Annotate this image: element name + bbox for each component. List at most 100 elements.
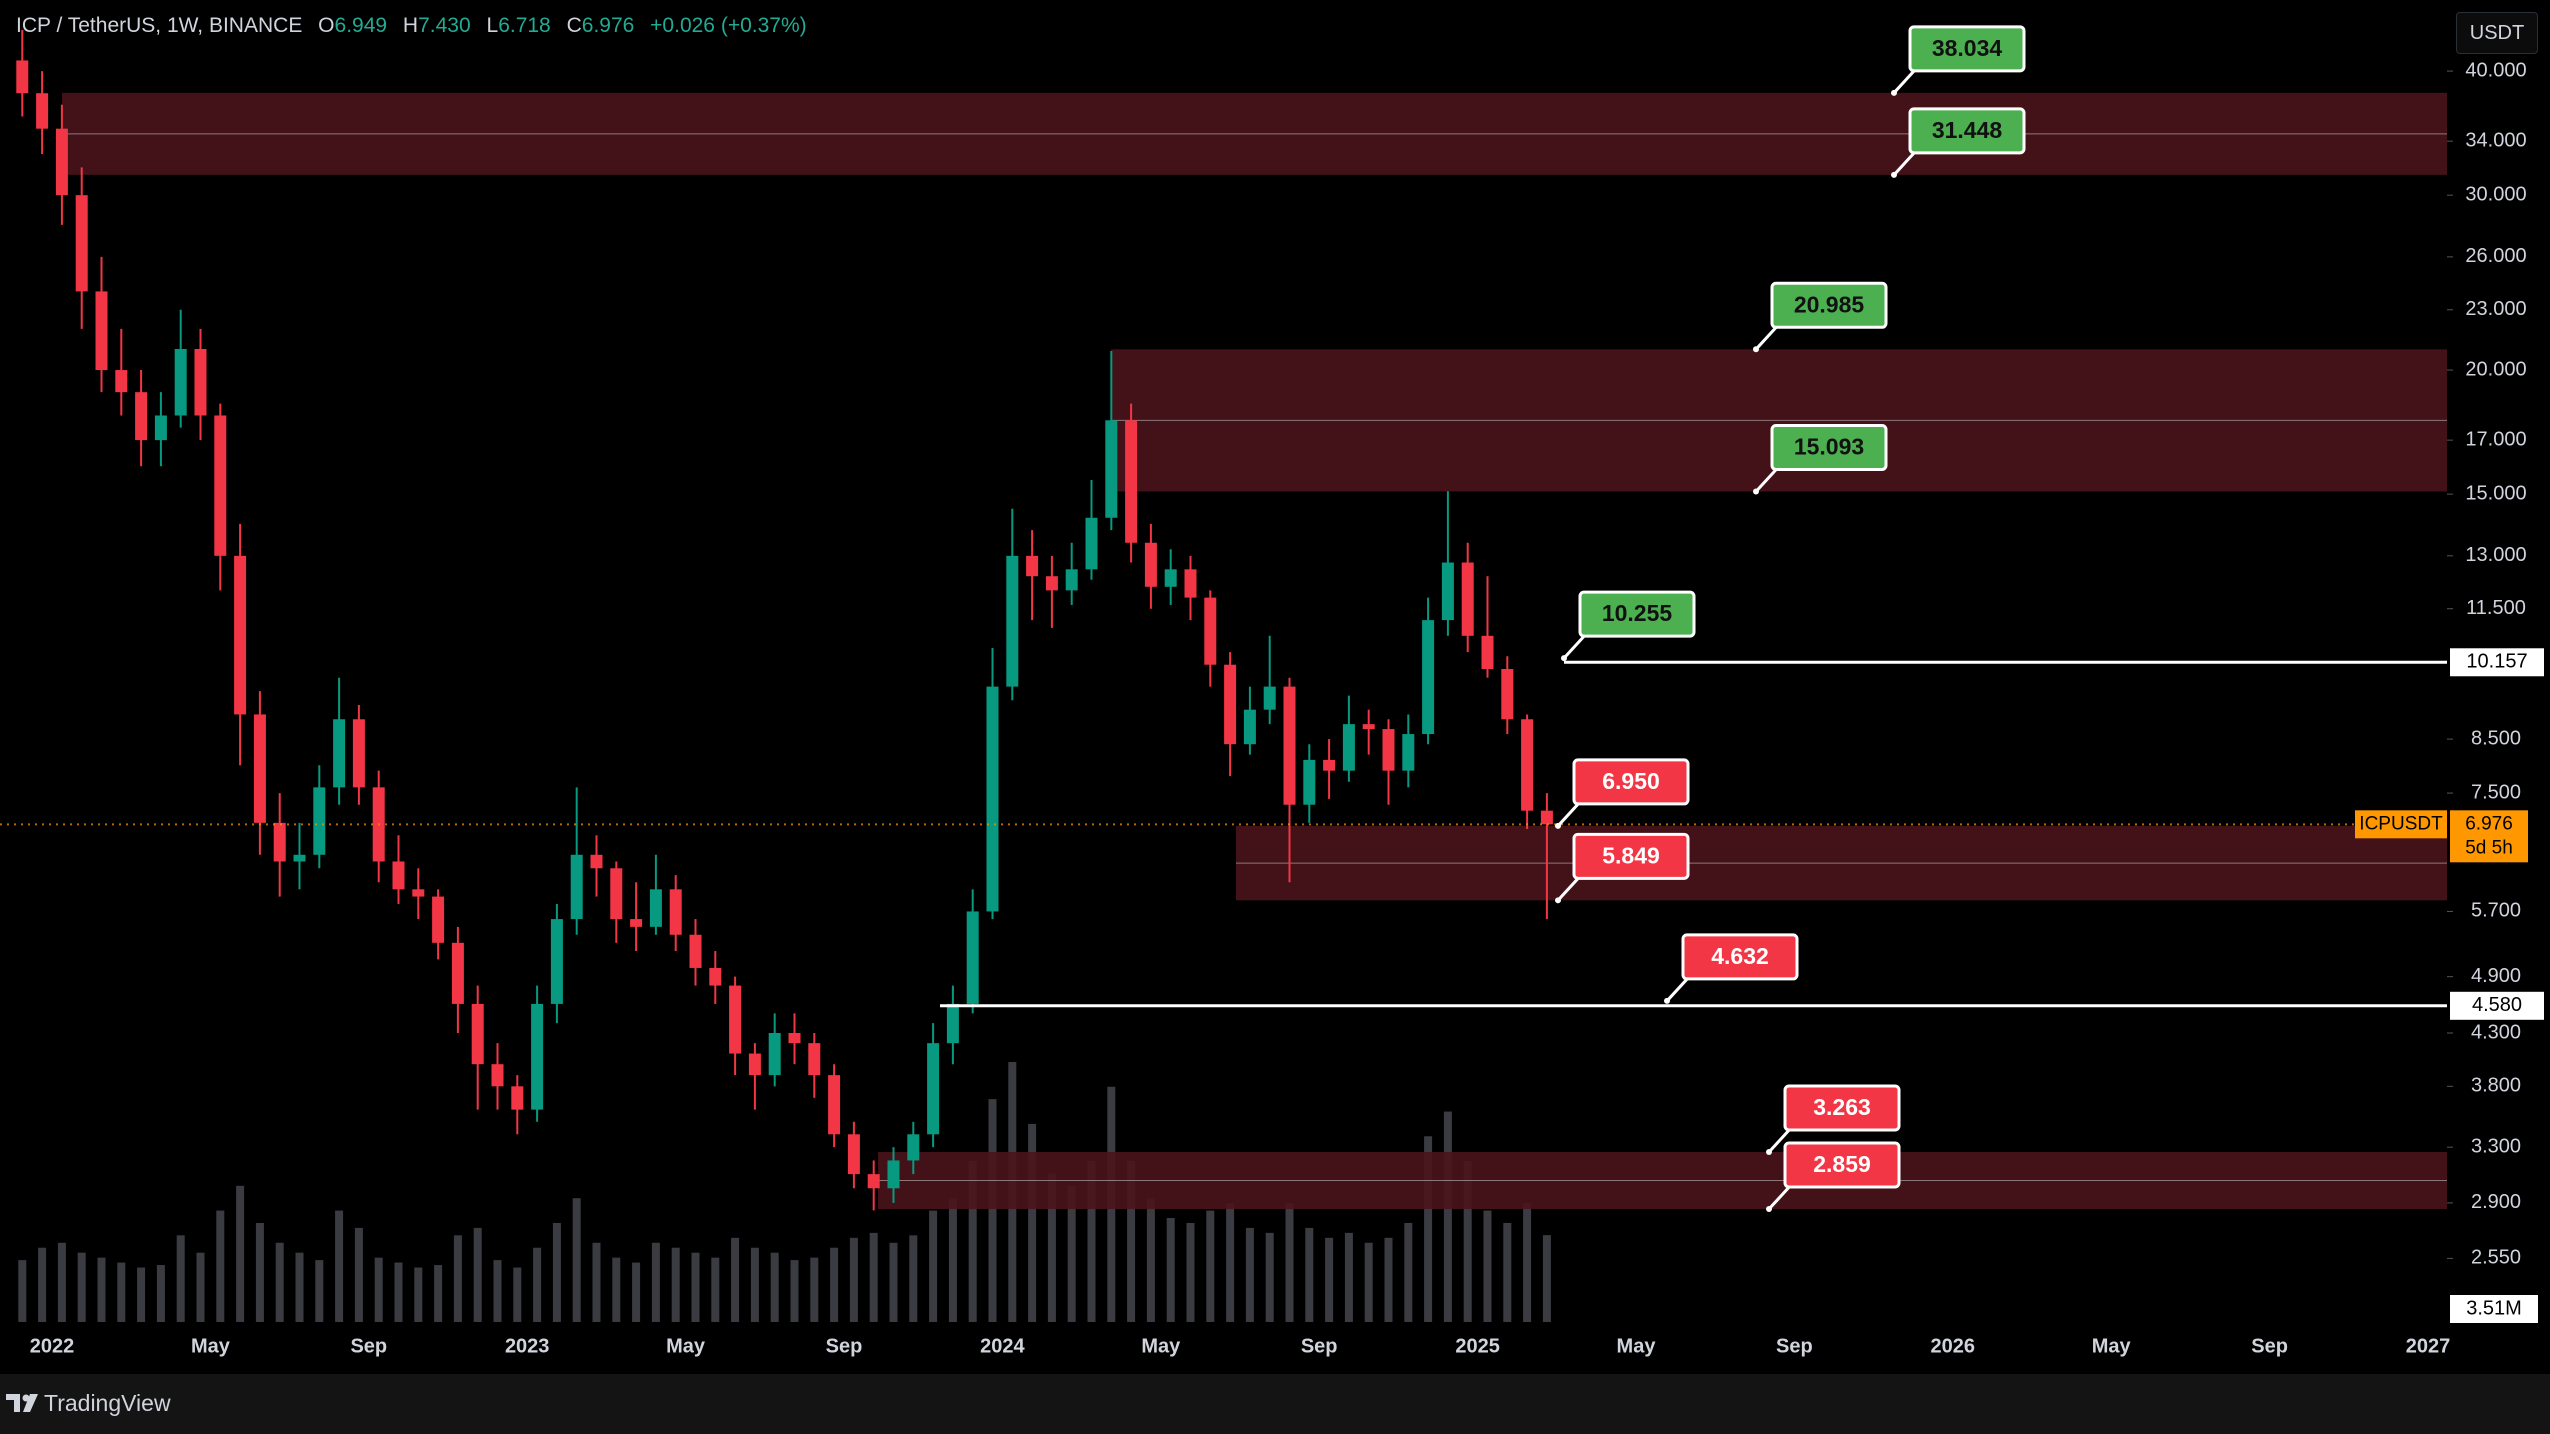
volume-bar [533,1247,542,1322]
ohlc-value: 6.949 [334,14,388,37]
price-label: 6.976 [2465,813,2513,834]
callout-box [1578,590,1696,638]
level-badge [2450,991,2544,1020]
volume-bar [1047,1173,1056,1322]
candle-body [570,854,583,920]
y-tick-label: 3.300 [2471,1135,2521,1157]
callout-dot [1891,171,1897,178]
candle-body [1184,569,1197,598]
candle-body [828,1075,841,1135]
callout-pointer [1665,975,1691,1002]
candle-body [352,719,365,788]
volume-bar [1067,1185,1076,1322]
level-badge [2450,648,2544,677]
candle-body [1026,555,1039,577]
candle-body [1144,542,1157,587]
callout-pointer [1892,149,1918,176]
volume-bar [1463,1161,1472,1322]
callout-box [1572,832,1690,880]
chart: 38.034 31.448 20.985 15.093 6.950 5.849 3.263 2… [0,25,2544,1358]
callout-dot [1753,346,1759,353]
x-tick-label: May [191,1335,231,1357]
volume-bar [196,1252,205,1322]
x-tick-label: May [1141,1335,1181,1357]
y-tick-label: 8.500 [2471,727,2521,749]
candle-body [491,1064,504,1087]
candle-body [1303,759,1316,805]
volume-bar [216,1210,225,1322]
level-label: 4.580 [2472,994,2522,1016]
volume-bar [1265,1232,1274,1322]
symbol-header: ICP / TetherUS, 1W, BINANCE O6.949 H7.43… [16,14,807,38]
callout-dot [1766,1206,1772,1213]
candle-body [808,1043,821,1076]
ohlc-value: 6.976 [581,14,635,37]
callout-box [1770,281,1888,329]
ohlc-key: O [318,14,335,37]
volume-bar [394,1262,403,1322]
volume-bar [1364,1242,1373,1322]
volume-bar [750,1247,759,1322]
volume-bar [632,1262,641,1322]
volume-bar [18,1260,27,1322]
callout-dot [1891,89,1897,96]
candle-body [313,787,326,855]
candle-body [610,868,623,920]
brand: TradingView [44,1390,171,1416]
candle-body [689,934,702,968]
y-tick-label: 40.000 [2465,59,2526,81]
candle-body [669,889,682,935]
currency-button[interactable]: USDT [2456,12,2538,54]
candle-body [471,1003,484,1065]
ohlc-value: 6.718 [498,14,551,37]
candle-body [174,348,187,416]
level-label: 10.157 [2466,651,2527,673]
volume-bar [552,1222,561,1322]
volume-bar [1305,1227,1314,1322]
candle-body [550,919,563,1004]
candle-body [1382,729,1395,771]
volume-bar [1523,1203,1532,1322]
callout-label: 10.255 [1602,600,1673,626]
callout-box [1908,107,2026,155]
x-tick-label: 2022 [30,1335,75,1357]
callout-dot [1753,488,1759,495]
volume-bar [691,1252,700,1322]
candle-body [154,415,167,441]
candle-body [95,291,108,371]
callout-pointer [1562,633,1588,660]
callout-box [1783,1084,1901,1132]
callout-label: 38.034 [1932,35,2003,61]
candle-body [55,128,68,196]
candle-body [946,1003,959,1044]
symbol-label: ICPUSDT [2359,813,2443,834]
candle-body [135,392,148,441]
volume-bar [810,1257,819,1322]
callout-dot [1555,897,1561,904]
x-tick-label: Sep [350,1335,387,1357]
y-tick-label: 2.900 [2471,1191,2521,1213]
volume-bar [929,1210,938,1322]
volume-bar [137,1267,146,1322]
candle-body [75,195,88,292]
candle-body [1224,664,1237,745]
candle-body [1283,686,1296,805]
callout-label: 31.448 [1932,117,2003,143]
callout-label: 2.859 [1813,1151,1871,1177]
callout-dot [1561,655,1567,662]
volume-bar [38,1247,47,1322]
candle-body [1125,420,1138,543]
candle-body [966,911,979,1004]
volume-bar [117,1262,126,1322]
volume-bar [236,1185,245,1322]
candle-body [729,985,742,1054]
volume-bar [97,1257,106,1322]
x-tick-label: May [666,1335,706,1357]
candle-body [194,348,207,416]
volume-bar [1166,1218,1175,1322]
candle-body [1065,569,1078,591]
callout-pointer [1556,875,1582,902]
x-tick-label: May [1617,1335,1657,1357]
candle-body [1422,620,1435,735]
